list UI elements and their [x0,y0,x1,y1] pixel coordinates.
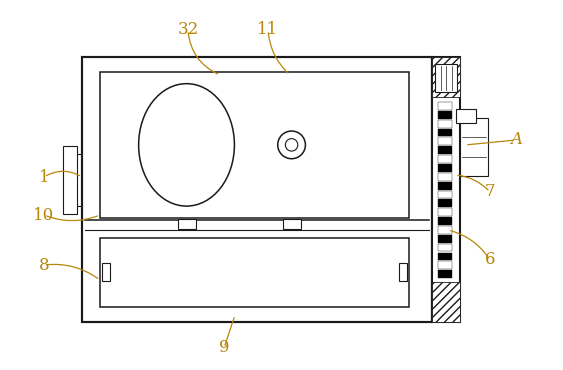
Bar [438,252,452,260]
Bar [438,208,452,216]
Ellipse shape [138,84,234,206]
Bar [438,129,452,137]
Bar [438,173,452,181]
Bar [438,182,452,189]
Bar [102,263,110,281]
Text: 1: 1 [39,168,50,185]
Bar [432,282,460,322]
Bar [283,219,301,229]
Bar [438,270,452,278]
Bar [63,145,77,213]
Bar [438,102,452,110]
Bar [438,191,452,198]
Bar [438,164,452,172]
Bar [432,57,460,97]
Bar [438,155,452,163]
Ellipse shape [285,139,298,151]
Bar [100,72,409,218]
Bar [82,57,432,322]
Text: 6: 6 [485,252,495,269]
Text: 8: 8 [39,256,50,273]
Text: 10: 10 [33,206,55,223]
Text: 32: 32 [177,21,199,38]
Text: 9: 9 [219,340,229,357]
Bar [438,199,452,207]
Text: 11: 11 [257,21,279,38]
Bar [438,111,452,119]
Bar [82,57,432,322]
Bar [438,235,452,243]
Bar [432,57,460,322]
Bar [456,109,476,123]
Bar [438,217,452,225]
Ellipse shape [278,131,305,159]
Bar [438,226,452,234]
Bar [438,261,452,269]
Bar [100,238,409,307]
Bar [438,120,452,128]
Bar [460,118,488,176]
Text: 7: 7 [485,184,495,201]
Bar [435,64,457,92]
Bar [399,263,407,281]
Text: A: A [510,131,522,148]
Bar [438,146,452,154]
Bar [438,138,452,145]
Bar [438,244,452,252]
Bar [177,219,195,229]
